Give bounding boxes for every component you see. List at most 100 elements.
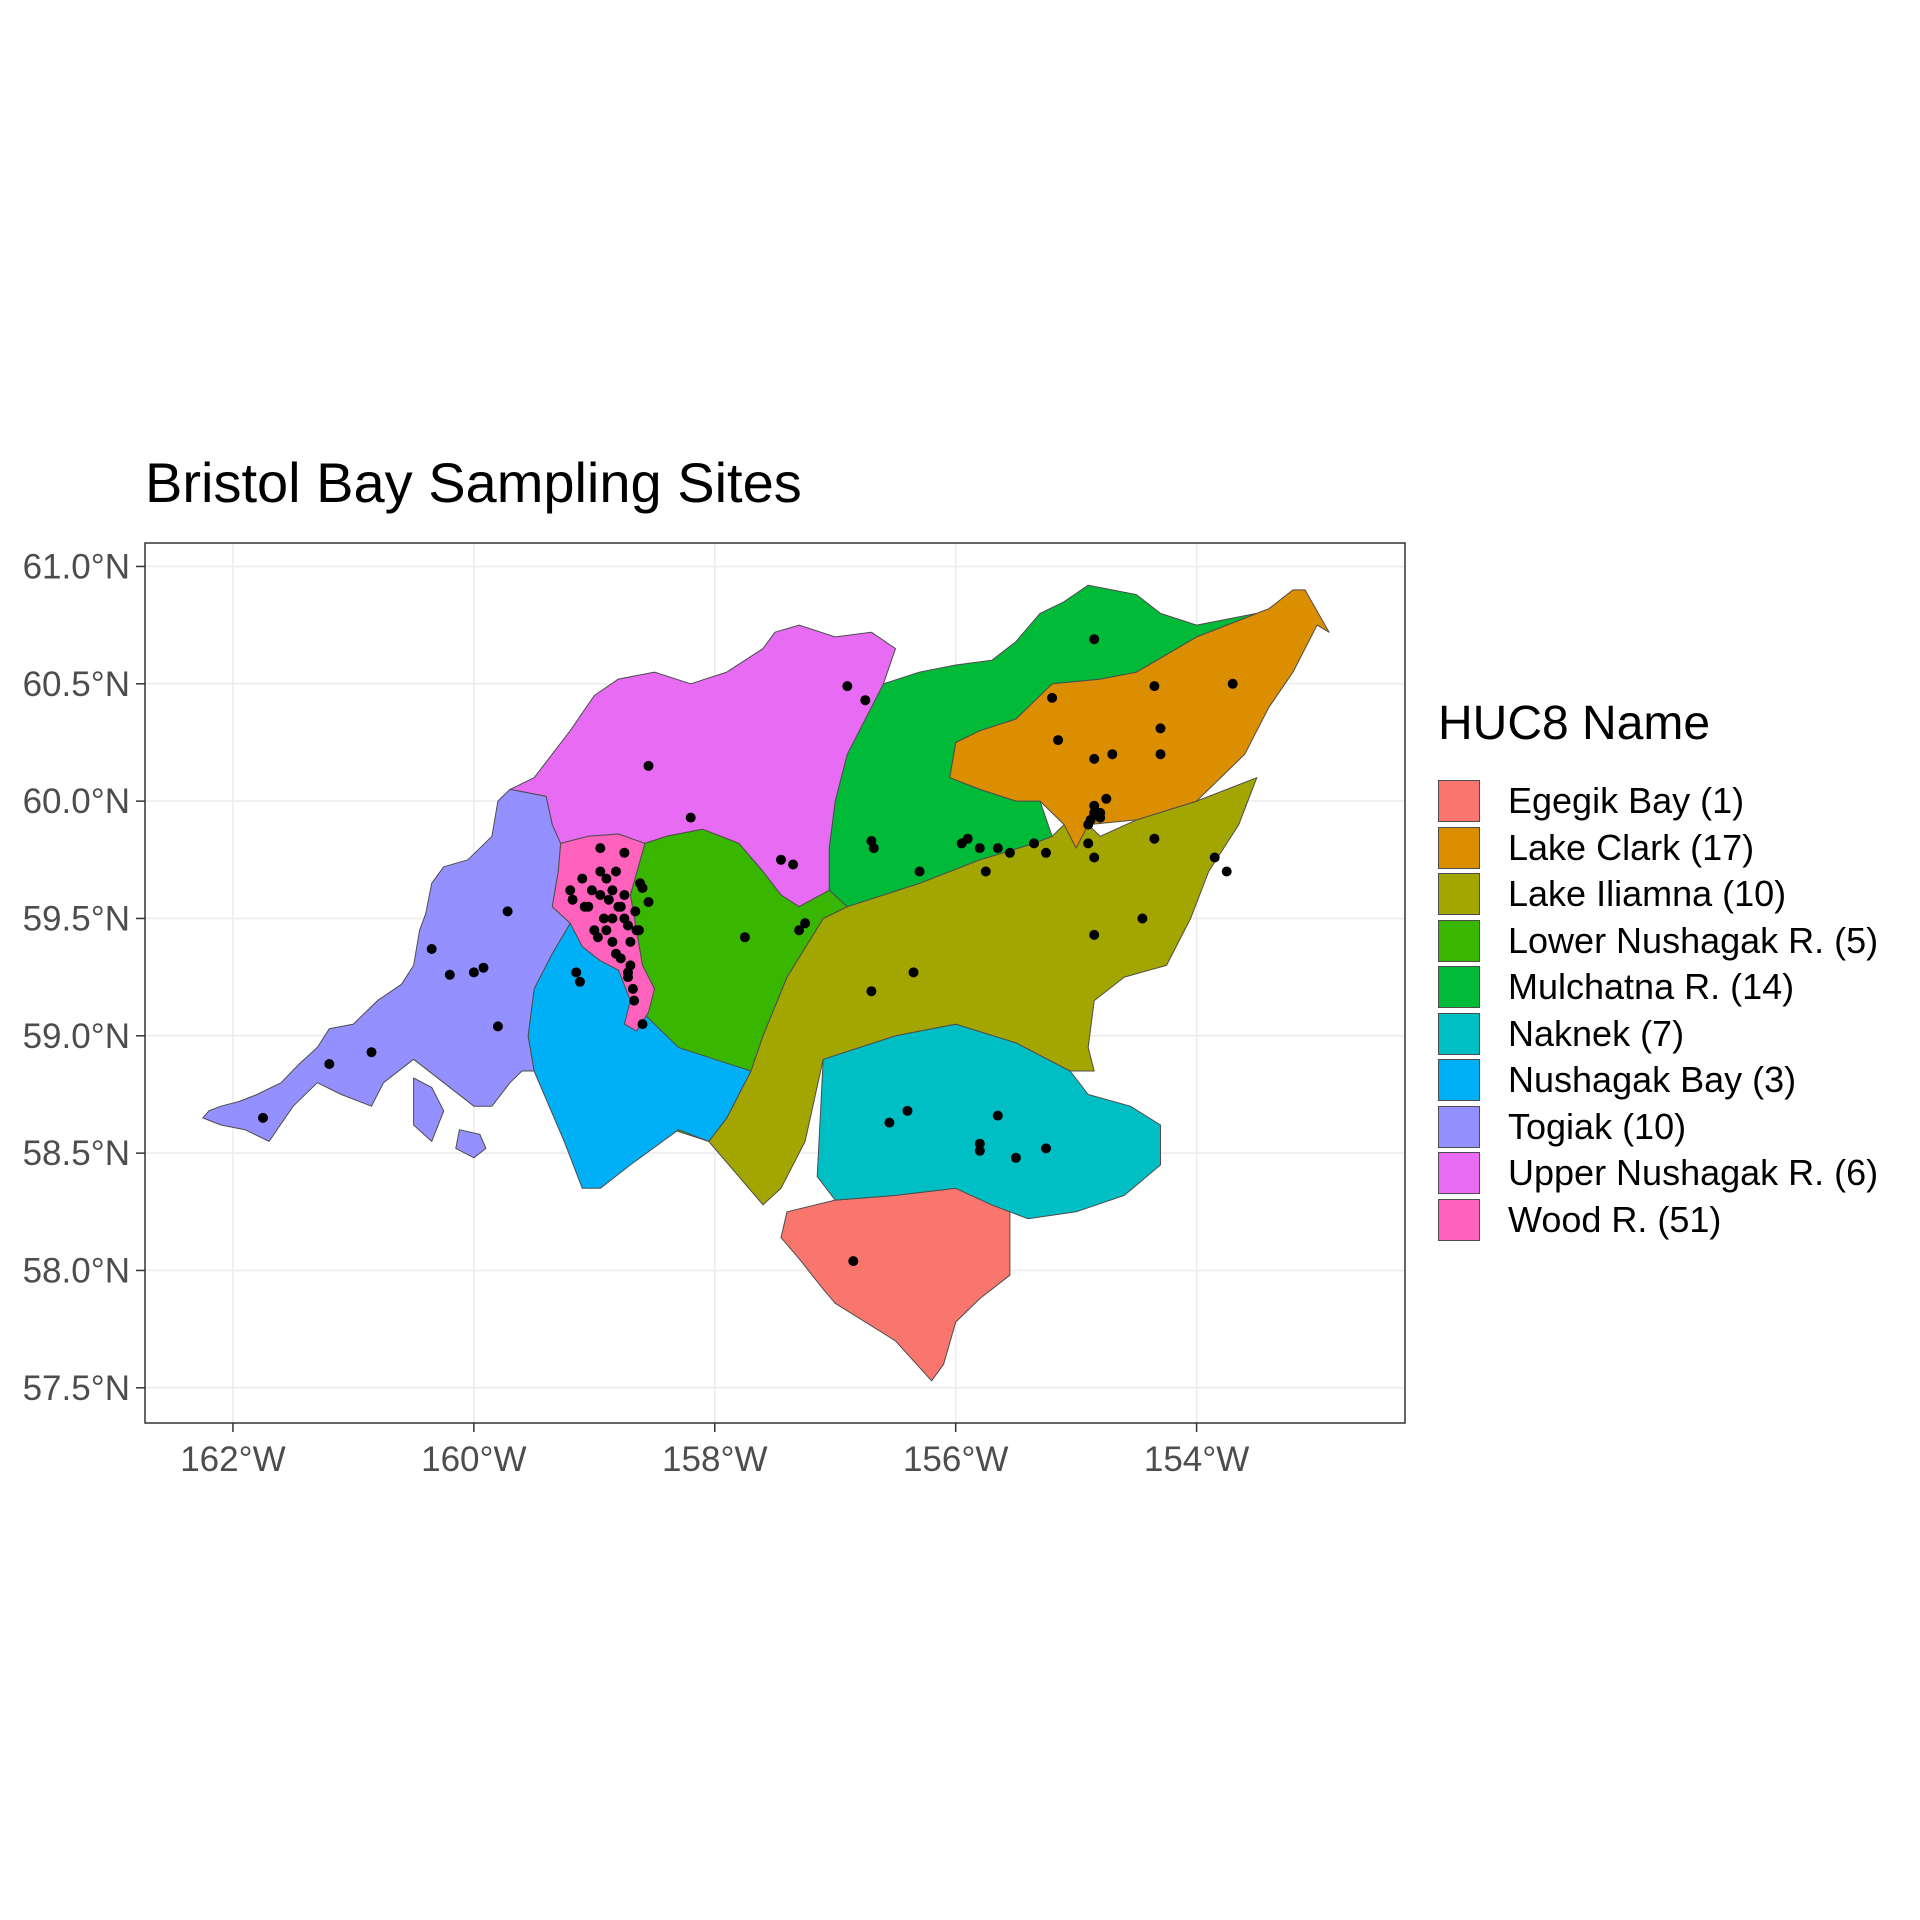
sampling-site-point — [643, 760, 654, 771]
region-togiak — [202, 788, 571, 1142]
legend-item: Nushagak Bay (3) — [1438, 1057, 1878, 1104]
sampling-site-point — [1089, 634, 1100, 645]
sampling-site-point — [908, 967, 919, 978]
legend-item: Mulchatna R. (14) — [1438, 964, 1878, 1011]
legend-item: Naknek (7) — [1438, 1011, 1878, 1058]
sampling-site-point — [574, 976, 585, 987]
y-tick-label: 60.0°N — [23, 782, 130, 821]
axis-ticks: 162°W 160°W 158°W 156°W 154°W 57.5°N 58.0°N 58.… — [23, 547, 1250, 1479]
sampling-site-point — [1221, 866, 1232, 877]
sampling-site-point — [607, 913, 618, 924]
legend-item: Togiak (10) — [1438, 1104, 1878, 1151]
sampling-site-point — [842, 681, 853, 692]
sampling-site-point — [643, 897, 654, 907]
y-tick-label: 60.5°N — [23, 665, 130, 704]
legend-swatch — [1438, 1198, 1480, 1241]
sampling-site-point — [776, 854, 786, 865]
sampling-site-point — [1029, 838, 1039, 849]
sampling-site-point — [1137, 913, 1148, 924]
sampling-site-point — [974, 1138, 985, 1149]
y-tick-label: 57.5°N — [23, 1369, 130, 1408]
sampling-site-point — [860, 695, 871, 706]
sampling-site-point — [1101, 793, 1112, 804]
sampling-site-point — [1010, 1152, 1021, 1163]
sampling-site-point — [426, 944, 437, 954]
legend-label: Naknek (7) — [1508, 1012, 1685, 1054]
legend-swatch — [1438, 873, 1480, 916]
sampling-site-point — [868, 843, 879, 854]
legend-swatch — [1438, 1105, 1480, 1148]
y-tick-label: 58.5°N — [23, 1134, 130, 1173]
sampling-site-point — [565, 885, 576, 896]
sampling-site-point — [611, 948, 621, 959]
sampling-site-point — [739, 932, 750, 943]
sampling-site-point — [1149, 681, 1160, 692]
legend-label: Mulchatna R. (14) — [1508, 966, 1795, 1008]
legend-item: Lake Clark (17) — [1438, 825, 1878, 872]
region-togiak — [455, 1129, 487, 1159]
sampling-site-point — [1155, 723, 1166, 734]
y-tick-label: 61.0°N — [23, 547, 130, 586]
y-tick-label: 59.5°N — [23, 899, 130, 938]
sampling-site-point — [1089, 929, 1100, 940]
legend-swatch — [1438, 1152, 1480, 1195]
legend-swatch — [1438, 919, 1480, 962]
sampling-site-point — [1149, 833, 1160, 844]
sampling-site-point — [567, 894, 578, 905]
legend-label: Lower Nushagak R. (5) — [1508, 919, 1879, 961]
sampling-site-point — [884, 1117, 895, 1128]
sampling-site-point — [629, 995, 640, 1006]
sampling-site-point — [595, 866, 606, 877]
region-togiak — [413, 1077, 445, 1142]
x-tick-label: 158°W — [662, 1440, 767, 1479]
legend-item: Egegik Bay (1) — [1438, 778, 1878, 825]
sampling-site-point — [1227, 678, 1238, 689]
legend: HUC8 Name Egegik Bay (1) Lake Clark (17) L… — [1438, 700, 1878, 1243]
sampling-site-point — [1089, 852, 1100, 863]
legend-swatch — [1438, 780, 1480, 823]
sampling-site-point — [1083, 838, 1094, 849]
sampling-site-point — [627, 983, 638, 994]
sampling-site-point — [492, 1021, 503, 1032]
sampling-site-point — [611, 866, 621, 877]
sampling-site-point — [1107, 749, 1118, 760]
sampling-site-point — [1047, 692, 1058, 703]
sampling-site-point — [992, 843, 1003, 854]
sampling-site-point — [1095, 812, 1106, 823]
legend-item: Lower Nushagak R. (5) — [1438, 918, 1878, 965]
legend-label: Togiak (10) — [1508, 1105, 1687, 1147]
legend-label: Nushagak Bay (3) — [1508, 1059, 1797, 1101]
plot-border — [144, 542, 1406, 1424]
sampling-site-point — [1041, 847, 1051, 858]
sampling-site-point — [603, 894, 614, 905]
legend-item: Wood R. (51) — [1438, 1197, 1878, 1244]
sampling-site-point — [598, 913, 609, 924]
legend-swatch — [1438, 1012, 1480, 1055]
sampling-site-point — [1209, 852, 1220, 863]
sampling-site-point — [633, 925, 644, 936]
legend-label: Upper Nushagak R. (6) — [1508, 1152, 1879, 1194]
sampling-site-point — [914, 866, 925, 877]
sampling-site-point — [980, 866, 991, 877]
legend-swatch — [1438, 826, 1480, 869]
sampling-site-point — [866, 986, 877, 997]
sampling-site-point — [258, 1112, 268, 1123]
chart-title: Bristol Bay Sampling Sites — [145, 451, 802, 514]
sampling-site-point — [586, 885, 597, 896]
sampling-site-point — [1053, 735, 1064, 746]
legend-swatch — [1438, 966, 1480, 1009]
watershed-regions — [202, 584, 1330, 1382]
legend-label: Wood R. (51) — [1508, 1198, 1722, 1240]
y-tick-label: 58.0°N — [23, 1251, 130, 1290]
sampling-site-point — [623, 920, 633, 931]
sampling-site-point — [902, 1105, 913, 1116]
sampling-site-point — [974, 843, 985, 854]
sampling-site-point — [444, 969, 455, 980]
sampling-site-point — [685, 812, 696, 823]
sampling-site-point — [962, 833, 973, 844]
sampling-site-point — [637, 883, 648, 893]
sampling-site-point — [619, 890, 630, 900]
x-tick-label: 162°W — [180, 1440, 285, 1479]
sampling-site-point — [607, 885, 618, 896]
